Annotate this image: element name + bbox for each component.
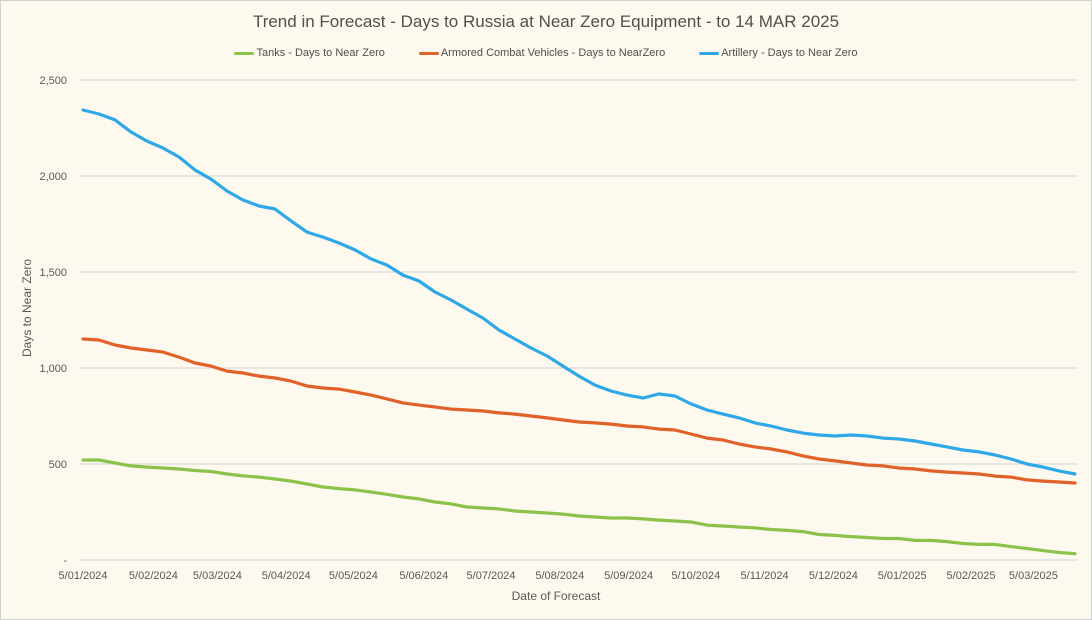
- x-tick-label: 5/02/2025: [947, 570, 996, 582]
- x-tick-label: 5/03/2025: [1009, 570, 1058, 582]
- x-tick-label: 5/02/2024: [129, 570, 178, 582]
- y-tick-label: 1,000: [39, 363, 67, 375]
- x-tick-label: 5/10/2024: [671, 570, 720, 582]
- x-tick-label: 5/01/2025: [878, 570, 927, 582]
- series-lines: [81, 108, 1077, 556]
- gridlines: [80, 79, 1078, 561]
- x-tick-label: 5/01/2024: [59, 570, 108, 582]
- y-tick-labels: - 500 1,000 1,500 2,000 2,500: [39, 75, 67, 567]
- legend-label-tanks: Tanks - Days to Near Zero: [256, 47, 385, 59]
- legend-swatch-tanks: [234, 51, 255, 55]
- x-tick-label: 5/07/2024: [467, 570, 516, 582]
- legend-item-acv[interactable]: Armored Combat Vehicles - Days to NearZe…: [418, 47, 666, 59]
- x-tick-label: 5/06/2024: [399, 570, 448, 582]
- y-tick-label: -: [63, 555, 67, 567]
- legend-label-acv: Armored Combat Vehicles - Days to NearZe…: [440, 47, 666, 59]
- y-tick-label: 1,500: [39, 267, 67, 279]
- x-tick-label: 5/04/2024: [262, 570, 311, 582]
- y-tick-label: 2,000: [39, 171, 67, 183]
- legend-item-tanks[interactable]: Tanks - Days to Near Zero: [234, 47, 385, 59]
- x-tick-label: 5/05/2024: [329, 570, 378, 582]
- x-tick-label: 5/03/2024: [193, 570, 242, 582]
- y-tick-label: 2,500: [39, 75, 67, 87]
- series-line-artillery: [81, 108, 1077, 476]
- y-tick-label: 500: [49, 459, 67, 471]
- x-tick-label: 5/11/2024: [741, 570, 789, 582]
- y-axis-title: Days to Near Zero: [20, 259, 34, 357]
- x-axis-title: Date of Forecast: [512, 589, 601, 603]
- legend: Tanks - Days to Near Zero Armored Combat…: [0, 47, 1092, 59]
- legend-swatch-artillery: [699, 51, 720, 55]
- x-tick-label: 5/12/2024: [809, 570, 858, 582]
- legend-label-artillery: Artillery - Days to Near Zero: [721, 47, 858, 59]
- x-tick-label: 5/08/2024: [535, 570, 584, 582]
- legend-item-artillery[interactable]: Artillery - Days to Near Zero: [699, 47, 858, 59]
- legend-swatch-acv: [418, 51, 439, 55]
- chart-title: Trend in Forecast - Days to Russia at Ne…: [252, 12, 840, 31]
- series-line-tanks: [81, 458, 1077, 556]
- x-tick-labels: 5/01/2024 5/02/2024 5/03/2024 5/04/2024 5/05…: [59, 570, 1058, 582]
- x-tick-label: 5/09/2024: [604, 570, 653, 582]
- series-line-armored-combat-vehicles: [81, 337, 1077, 485]
